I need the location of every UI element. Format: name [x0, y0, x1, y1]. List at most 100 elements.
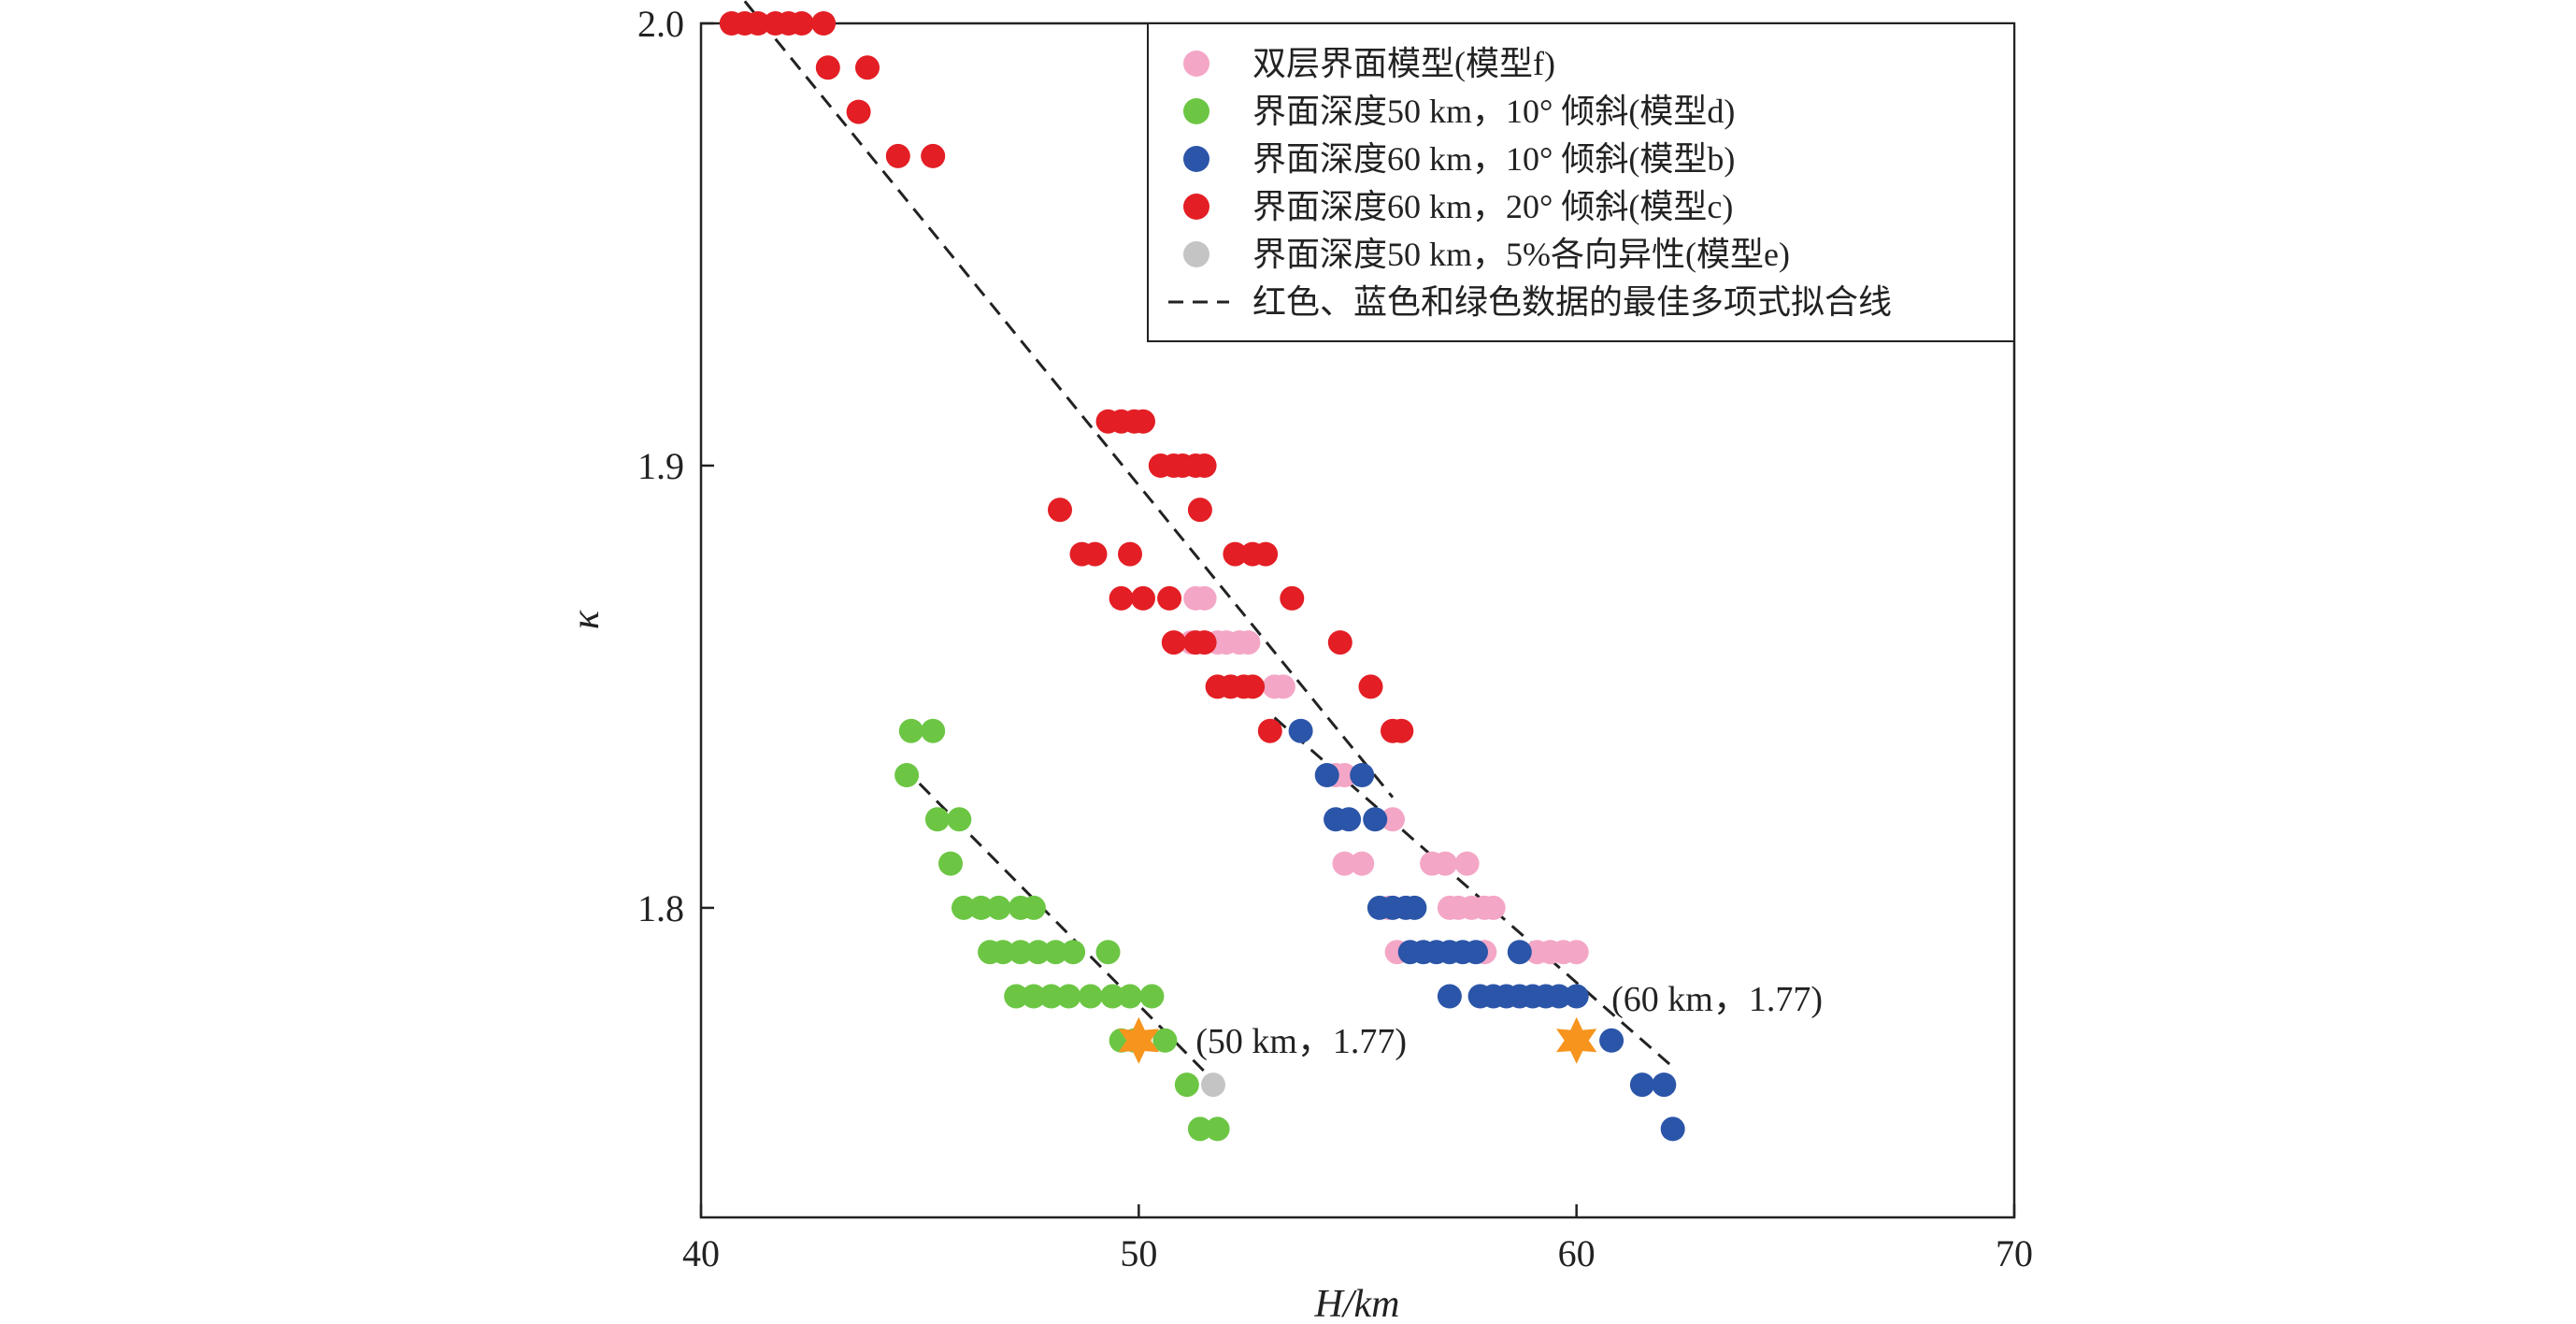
data-point-s1-11	[1332, 763, 1357, 787]
legend-marker-2	[1183, 98, 1209, 124]
data-point-s5-1	[1201, 1072, 1225, 1098]
data-point-s1-23	[1481, 895, 1506, 920]
data-point-s2-25	[1118, 984, 1142, 1009]
data-point-s2-22	[1056, 984, 1081, 1009]
data-point-s1-7	[1236, 630, 1261, 655]
data-point-s3-2	[1314, 763, 1339, 787]
data-point-s1-16	[1433, 851, 1458, 876]
x-tick-label-4: 70	[1996, 1232, 2033, 1274]
legend-label-5: 界面深度50 km，5%各向异性(模型e)	[1252, 236, 1790, 273]
data-point-s3-30	[1660, 1116, 1685, 1142]
data-point-s1-29	[1564, 940, 1589, 965]
data-point-s2-8	[968, 895, 994, 920]
legend-marker-1	[1183, 50, 1209, 77]
data-point-s4-36	[1192, 630, 1217, 655]
data-point-s4-11	[885, 143, 910, 168]
data-point-s3-6	[1363, 807, 1388, 832]
data-point-s3-25	[1546, 984, 1571, 1009]
data-point-s2-15	[1025, 940, 1051, 965]
data-point-s2-17	[1061, 940, 1086, 965]
annotations: (50 km，1.77) (60 km，1.77)	[1195, 980, 1823, 1061]
data-point-s2-13	[991, 940, 1016, 965]
data-point-s4-41	[1240, 674, 1266, 699]
y-tick-label-2: 1.9	[637, 445, 684, 487]
legend-marker-4	[1183, 194, 1209, 220]
data-point-s2-14	[1008, 940, 1033, 965]
data-point-s3-28	[1629, 1072, 1654, 1098]
data-point-s4-43	[1257, 718, 1282, 743]
annotation-label-2: (60 km，1.77)	[1611, 980, 1823, 1019]
data-point-s2-11	[1021, 895, 1046, 920]
data-point-s3-10	[1402, 895, 1427, 920]
data-point-s4-7	[811, 11, 837, 36]
x-axis-title: H/km	[1314, 1283, 1400, 1324]
data-point-s2-2	[921, 718, 946, 743]
data-point-s2-31	[1187, 1116, 1212, 1142]
legend-marker-5	[1183, 241, 1209, 267]
data-point-s2-21	[1038, 984, 1064, 1009]
data-point-s4-26	[1118, 541, 1142, 567]
reference-stars	[1118, 1016, 1597, 1064]
data-point-s1-9	[1270, 674, 1295, 699]
data-point-s2-18	[1095, 940, 1121, 965]
x-tick-label-3: 60	[1558, 1232, 1596, 1274]
data-point-s4-6	[789, 11, 814, 36]
data-point-s4-25	[1082, 541, 1108, 567]
data-point-s4-42	[1358, 674, 1383, 699]
legend-label-4: 界面深度60 km，20° 倾斜(模型c)	[1252, 188, 1733, 225]
data-point-s4-31	[1131, 585, 1155, 611]
y-tick-label-3: 2.0	[637, 3, 684, 45]
data-point-s3-27	[1599, 1028, 1624, 1053]
data-point-s2-26	[1139, 984, 1165, 1009]
data-point-s4-33	[1280, 585, 1305, 611]
legend-marker-3	[1183, 146, 1209, 172]
fit-line-segment-1	[743, 0, 1395, 799]
legend-label-3: 界面深度60 km，10° 倾斜(模型b)	[1252, 140, 1735, 178]
data-point-s2-24	[1100, 984, 1125, 1009]
data-point-s4-21	[1192, 453, 1217, 478]
data-point-s3-16	[1464, 940, 1488, 965]
data-point-s2-16	[1043, 940, 1068, 965]
data-point-s1-14	[1350, 851, 1375, 876]
data-point-s4-10	[846, 99, 871, 124]
data-point-s1-2	[1192, 585, 1217, 611]
data-point-s3-26	[1564, 984, 1589, 1009]
data-point-s3-17	[1507, 940, 1532, 965]
star-marker-2	[1556, 1016, 1597, 1064]
data-point-s4-12	[921, 143, 946, 168]
fit-line-segment-2	[1273, 716, 1674, 1069]
legend-label-1: 双层界面模型(模型f)	[1252, 45, 1555, 82]
data-point-s4-9	[855, 55, 880, 80]
data-point-s3-5	[1337, 807, 1362, 832]
data-point-s3-18	[1437, 984, 1462, 1009]
data-point-s2-23	[1078, 984, 1103, 1009]
data-point-s4-3	[745, 11, 770, 36]
data-point-s3-29	[1652, 1072, 1677, 1098]
data-point-s2-4	[924, 807, 950, 832]
x-tick-label-2: 50	[1120, 1232, 1157, 1274]
data-point-s1-13	[1332, 851, 1357, 876]
data-point-s3-3	[1350, 763, 1375, 787]
data-point-s4-22	[1048, 497, 1072, 523]
data-point-s4-23	[1187, 497, 1212, 523]
legend-label-fit-line: 红色、蓝色和绿色数据的最佳多项式拟合线	[1252, 283, 1892, 321]
data-point-s4-32	[1157, 585, 1182, 611]
data-points	[719, 11, 1685, 1142]
data-point-s2-7	[952, 895, 976, 920]
data-point-s4-34	[1161, 630, 1186, 655]
y-axis-title: κ	[565, 610, 608, 629]
data-point-s2-30	[1174, 1072, 1199, 1098]
data-point-s2-32	[1205, 1116, 1230, 1142]
data-point-s1-17	[1454, 851, 1480, 876]
axis-ticks: 40 50 60 70 1.8 1.9 2.0	[637, 3, 2033, 1274]
data-point-s4-16	[1131, 409, 1155, 434]
data-point-s2-19	[1004, 984, 1029, 1009]
data-point-s2-5	[947, 807, 972, 832]
legend-label-2: 界面深度50 km，10° 倾斜(模型d)	[1252, 93, 1735, 130]
x-tick-label-1: 40	[682, 1232, 720, 1274]
data-point-s4-8	[815, 55, 840, 80]
data-point-s2-20	[1021, 984, 1046, 1009]
data-point-s4-30	[1109, 585, 1134, 611]
data-point-s4-29	[1253, 541, 1279, 567]
